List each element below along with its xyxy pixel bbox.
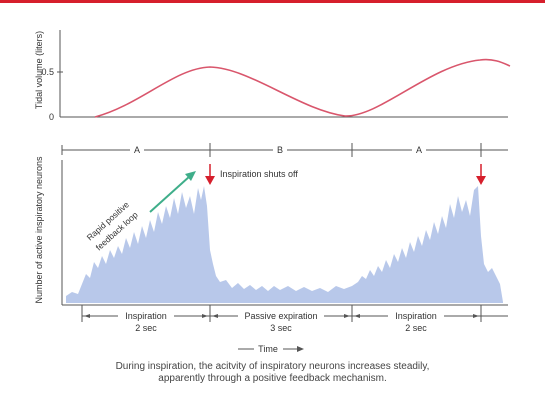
shutoff-label: Inspiration shuts off xyxy=(220,169,298,179)
time-ruler-arrowhead-2l xyxy=(212,314,218,318)
phase-duration-passive-expiration: 3 sec xyxy=(270,323,292,333)
phase-label-bg-a1 xyxy=(130,143,144,157)
shutoff-arrowhead-2 xyxy=(476,176,486,185)
phase-duration-inspiration-2: 2 sec xyxy=(405,323,427,333)
time-ruler-arrowhead-3r xyxy=(473,314,479,318)
tidal-volume-ylabel: Tidal volume (liters) xyxy=(34,31,44,109)
time-ruler-arrowhead-3l xyxy=(354,314,360,318)
ytick-label-high: 0.5 xyxy=(41,67,54,77)
time-arrowhead xyxy=(297,346,304,352)
neuron-activity-area xyxy=(66,186,503,303)
ytick-label-zero: 0 xyxy=(49,112,54,122)
phase-name-passive-expiration: Passive expiration xyxy=(244,311,317,321)
shutoff-arrowhead-1 xyxy=(205,176,215,185)
feedback-arrowhead xyxy=(185,171,196,181)
neuron-activity-ylabel: Number of active inspiratory neurons xyxy=(34,156,44,304)
time-ruler-arrowhead-1l xyxy=(84,314,90,318)
phase-name-inspiration-2: Inspiration xyxy=(395,311,437,321)
phase-label-a-first: A xyxy=(134,145,140,155)
time-ruler-arrowhead-1r xyxy=(202,314,208,318)
phase-name-bg-2 xyxy=(238,309,324,322)
phase-label-bg-b xyxy=(273,143,287,157)
tidal-volume-curve xyxy=(94,58,511,118)
phase-label-a-second: A xyxy=(416,145,422,155)
phase-label-bg-a2 xyxy=(412,143,426,157)
phase-name-bg-3 xyxy=(388,309,444,322)
feedback-arrow-shaft xyxy=(149,175,191,213)
time-axis-label: Time xyxy=(258,344,278,354)
phase-duration-inspiration-1: 2 sec xyxy=(135,323,157,333)
figure-caption: During inspiration, the acitvity of insp… xyxy=(115,361,430,384)
top-accent-rule xyxy=(0,0,545,3)
time-ruler-arrowhead-2r xyxy=(344,314,350,318)
phase-name-bg-1 xyxy=(118,309,174,322)
phase-name-inspiration-1: Inspiration xyxy=(125,311,167,321)
phase-label-b: B xyxy=(277,145,283,155)
